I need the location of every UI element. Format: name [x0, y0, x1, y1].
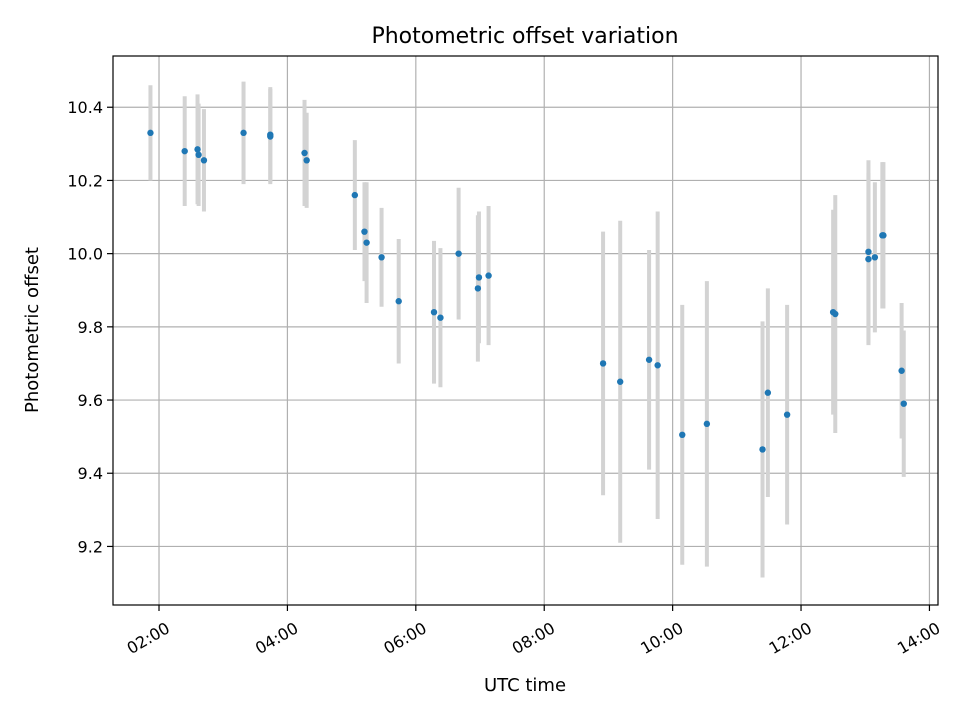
y-axis: 9.2 9.4 9.6 9.8 10.0 10.2 10.4: [67, 98, 113, 556]
data-point: [475, 274, 483, 281]
data-point: [267, 133, 274, 140]
y-tick-label: 9.2: [78, 537, 103, 556]
y-tick-label: 9.6: [78, 391, 103, 410]
y-tick-label: 10.0: [67, 245, 103, 264]
plot-frame: [112, 55, 939, 606]
data-point: [865, 255, 872, 263]
data-point: [645, 356, 653, 363]
data-point: [679, 431, 686, 439]
data-point: [301, 149, 308, 157]
data-point: [395, 298, 402, 305]
data-point: [194, 146, 201, 153]
grid: [113, 56, 938, 605]
data-point: [832, 310, 839, 318]
data-point: [898, 367, 905, 374]
data-point: [363, 239, 370, 246]
data-point: [437, 314, 444, 321]
data-point: [783, 411, 791, 418]
data-point: [703, 420, 711, 428]
chart-title: Photometric offset variation: [371, 24, 678, 49]
data-point: [880, 232, 887, 239]
data-point: [147, 129, 154, 137]
y-tick-label: 10.2: [67, 171, 103, 190]
data-point: [430, 309, 438, 316]
data-point: [616, 378, 624, 385]
data-point: [865, 248, 872, 256]
data-point: [599, 360, 607, 367]
x-axis-label: UTC time: [484, 675, 566, 696]
data-point: [759, 446, 766, 453]
y-tick-label: 10.4: [67, 98, 103, 117]
data-point: [474, 285, 482, 292]
data-point: [351, 191, 359, 199]
data-point: [303, 157, 310, 164]
data-point: [764, 389, 772, 396]
y-axis-label: Photometric offset: [22, 247, 43, 413]
data-point: [378, 254, 385, 261]
y-tick-label: 9.8: [78, 318, 103, 337]
data-point: [455, 250, 462, 257]
data-point: [195, 151, 202, 159]
data-point: [361, 228, 368, 235]
data-point: [485, 272, 492, 279]
data-point: [871, 254, 879, 261]
data-point: [181, 147, 188, 155]
data-points: [147, 129, 907, 453]
y-tick-label: 9.4: [78, 464, 103, 483]
data-point: [900, 400, 907, 407]
data-point: [200, 157, 208, 164]
data-point: [240, 129, 247, 137]
data-point: [654, 362, 661, 369]
